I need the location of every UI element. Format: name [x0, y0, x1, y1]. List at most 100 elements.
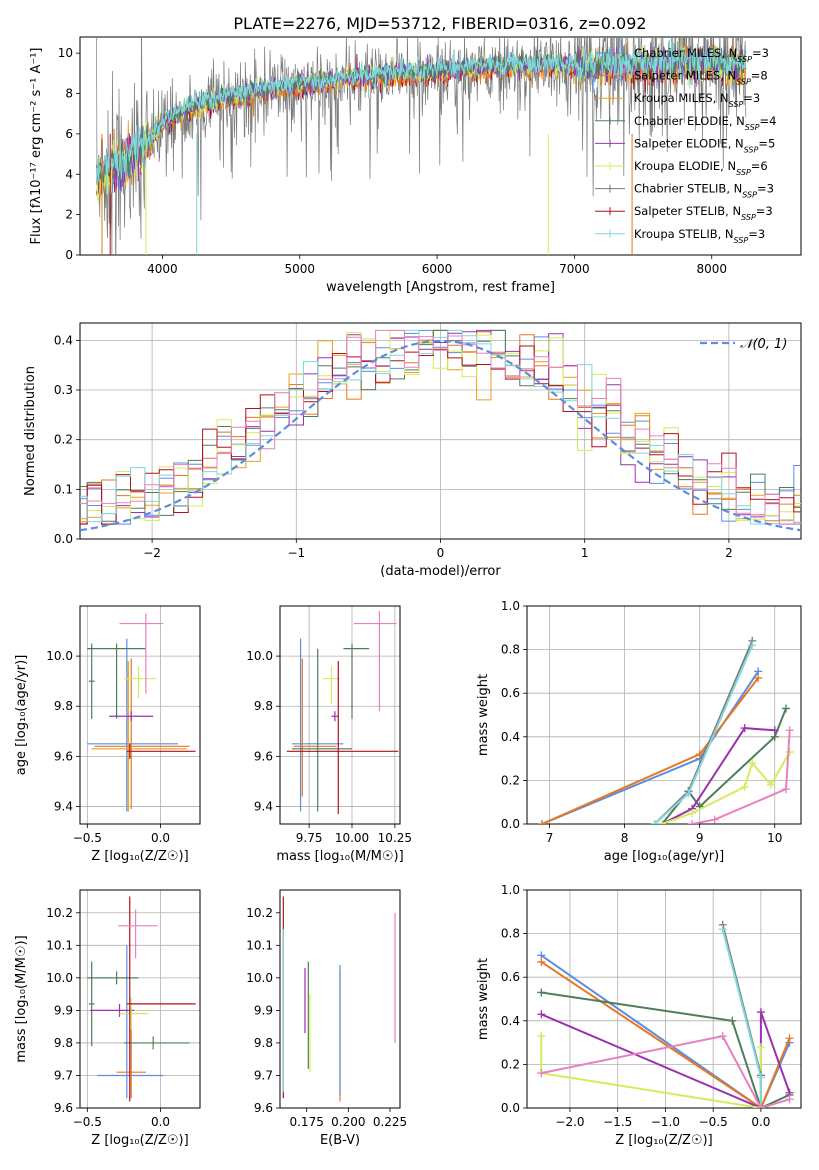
y-tick-label: 8 — [65, 87, 73, 101]
ticks: −2.0 −1.5 −1.0 −0.5 0.0 0.0 0.2 0.4 0.6 0.8 1.0 — [501, 883, 771, 1129]
x-axis-label: Z [log₁₀(Z/Z☉)] — [91, 1133, 188, 1148]
legend-label: Chabrier STELIB, NSSP=3 — [634, 182, 774, 200]
y-tick-label: 9.6 — [254, 749, 273, 763]
y-tick-label: 9.9 — [54, 1003, 73, 1017]
x-tick-label: 9.75 — [296, 831, 323, 845]
series-line — [541, 1034, 790, 1108]
axes-frame — [279, 605, 401, 825]
y-tick-label: 0.3 — [54, 383, 73, 397]
data-point — [785, 1095, 794, 1104]
data-point — [537, 1032, 546, 1041]
y-axis-label: mass [log₁₀(M/M☉)] — [14, 935, 29, 1062]
data-point — [748, 758, 757, 767]
histogram-kroupa-stelib — [80, 329, 801, 525]
legend-rest: =3 — [757, 182, 774, 196]
data-point — [718, 925, 727, 934]
y-tick-label: 10 — [58, 46, 73, 60]
y-tick-label: 9.8 — [54, 1036, 73, 1050]
data-point — [537, 1010, 546, 1019]
data-point — [766, 780, 775, 789]
y-tick-label: 0.0 — [501, 1101, 520, 1115]
spectrum-line-kroupa-stelib — [96, 39, 747, 195]
data-point — [785, 1034, 794, 1043]
y-axis-label: Normed distribution — [23, 366, 38, 496]
axes-frame — [79, 322, 802, 540]
x-tick-label: 4000 — [147, 262, 178, 276]
x-tick-label: 0.0 — [151, 1115, 170, 1129]
y-tick-label: 9.7 — [254, 1068, 273, 1082]
legend-label: Chabrier MILES, NSSP=3 — [634, 46, 769, 64]
y-tick-label: 9.6 — [254, 1101, 273, 1115]
data-point — [538, 820, 547, 824]
data-point — [748, 641, 757, 650]
legend-rest: =6 — [751, 159, 768, 173]
legend-subscript: SSP — [736, 77, 751, 86]
legend-label: Salpeter ELODIE, NSSP=5 — [634, 136, 775, 154]
figure-title: PLATE=2276, MJD=53712, FIBERID=0316, z=0… — [233, 14, 646, 33]
ticks: 0.175 0.200 0.225 9.6 9.7 9.8 9.9 10.0 10.1 10.2 — [246, 906, 407, 1129]
mass-weight-vs-metallicity-panel: −2.0 −1.5 −1.0 −0.5 0.0 0.0 0.2 0.4 0.6 0.8 1.0 Z [… — [476, 883, 802, 1148]
data-point — [658, 820, 667, 824]
error-bar-salpeter-elodie — [90, 1003, 135, 1017]
legend-subscript: SSP — [742, 190, 757, 199]
y-tick-label: 10.0 — [46, 971, 73, 985]
y-tick-label: 9.9 — [254, 1003, 273, 1017]
data-point — [718, 1032, 727, 1041]
series-line — [661, 751, 791, 824]
grid-lines — [80, 606, 200, 824]
series-kroupa-stelib — [650, 641, 757, 824]
y-axis-label: mass weight — [476, 958, 491, 1040]
series-line — [541, 991, 790, 1108]
legend-label: 𝒩(0, 1) — [740, 337, 787, 352]
legend-subscript: SSP — [729, 100, 744, 109]
residuals-panel: −2 −1 0 1 2 0.0 0.1 0.2 0.3 0.4 (data-model)/error… — [23, 322, 802, 579]
histogram-pink — [80, 329, 801, 525]
y-tick-label: 9.4 — [54, 799, 73, 813]
axes-frame — [526, 605, 802, 825]
y-tick-label: 9.6 — [54, 749, 73, 763]
x-tick-label: 9 — [696, 831, 704, 845]
y-tick-label: 0 — [65, 248, 73, 262]
y-tick-label: 0.4 — [501, 730, 520, 744]
x-tick-label: −2.0 — [555, 1115, 584, 1129]
error-bar-salpeter-stelib — [126, 896, 196, 1102]
error-bar-salpeter-stelib — [126, 743, 196, 759]
data-point — [740, 724, 749, 733]
error-bar-chabrier-elodie — [88, 961, 95, 1047]
x-tick-label: 1 — [581, 546, 589, 560]
x-tick-label: 0.175 — [289, 1115, 323, 1129]
ticks: −2 −1 0 1 2 0.0 0.1 0.2 0.3 0.4 — [54, 333, 733, 560]
series-line — [541, 670, 760, 824]
error-bar-pink — [353, 611, 397, 712]
x-tick-label: 2 — [725, 546, 733, 560]
x-axis-label: mass [log₁₀(M/M☉)] — [276, 849, 403, 864]
error-bar-chabrier-elodie — [87, 643, 146, 719]
age-vs-mass-panel: 9.75 10.00 10.25 9.4 9.6 9.8 10.0 mass [log₁₀(M… — [246, 605, 412, 864]
y-tick-label: 9.8 — [254, 1036, 273, 1050]
plot-area — [87, 896, 196, 1102]
series-chabrier-stelib — [650, 636, 757, 824]
axes-frame — [79, 889, 201, 1109]
legend-rest: =3 — [756, 204, 773, 218]
data-point — [695, 750, 704, 759]
y-tick-label: 4 — [65, 167, 73, 181]
x-tick-label: −0.5 — [699, 1115, 728, 1129]
error-bar-salpeter-elodie — [109, 711, 154, 722]
y-tick-label: 0.0 — [501, 817, 520, 831]
axes-frame — [279, 889, 401, 1109]
x-tick-label: −1.0 — [651, 1115, 680, 1129]
x-tick-label: −0.5 — [73, 831, 102, 845]
error-bar-chabrier-elodie — [88, 643, 95, 719]
series-salpeter-elodie — [658, 724, 779, 824]
error-bar-chabrier-miles — [87, 638, 179, 812]
x-tick-label: −1.5 — [603, 1115, 632, 1129]
y-tick-label: 0.2 — [54, 433, 73, 447]
y-tick-label: 9.6 — [54, 1101, 73, 1115]
series-line — [661, 727, 775, 824]
y-tick-label: 2 — [65, 208, 73, 222]
data-point — [754, 673, 763, 682]
plot-area — [538, 636, 794, 824]
series-line — [541, 677, 759, 824]
y-axis-label: age [log₁₀(age/yr)] — [14, 655, 29, 776]
legend-rest: =3 — [743, 91, 760, 105]
